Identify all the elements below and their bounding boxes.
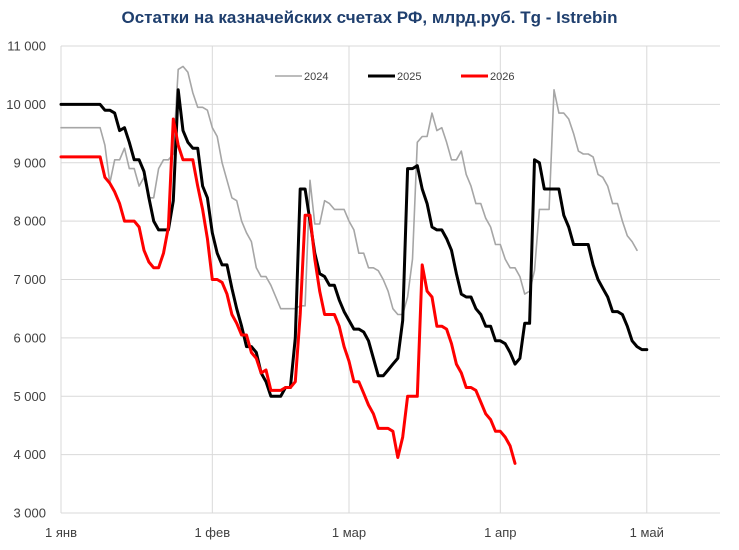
- chart-title: Остатки на казначейских счетах РФ, млрд.…: [121, 8, 618, 27]
- series-line-2025: [59, 88, 649, 398]
- legend-label-2025: 2025: [397, 71, 421, 83]
- legend-label-2024: 2024: [304, 71, 328, 83]
- y-tick-label: 7 000: [13, 272, 46, 287]
- grid-lines: [60, 45, 720, 514]
- x-tick-label: 1 фев: [194, 525, 230, 540]
- legend: 2024 2025 2026: [275, 71, 514, 83]
- y-tick-label: 6 000: [13, 330, 46, 345]
- y-tick-label: 4 000: [13, 447, 46, 462]
- series-line-2024: [60, 65, 638, 316]
- series-lines: [59, 65, 649, 465]
- x-axis: 1 янв 1 фев 1 мар 1 апр 1 май: [45, 525, 664, 540]
- y-axis: 3 000 4 000 5 000 6 000 7 000 8 000 9 000 10 00…: [6, 39, 46, 521]
- x-tick-label: 1 янв: [45, 525, 77, 540]
- y-tick-label: 3 000: [13, 506, 46, 521]
- y-tick-label: 11 000: [7, 39, 46, 54]
- y-tick-label: 10 000: [6, 97, 46, 112]
- x-tick-label: 1 апр: [484, 525, 516, 540]
- y-tick-label: 9 000: [13, 155, 46, 170]
- legend-label-2026: 2026: [490, 71, 514, 83]
- x-tick-label: 1 май: [630, 525, 664, 540]
- series-line-2026: [59, 117, 517, 465]
- y-tick-label: 5 000: [13, 389, 46, 404]
- x-tick-label: 1 мар: [332, 525, 366, 540]
- y-tick-label: 8 000: [13, 214, 46, 229]
